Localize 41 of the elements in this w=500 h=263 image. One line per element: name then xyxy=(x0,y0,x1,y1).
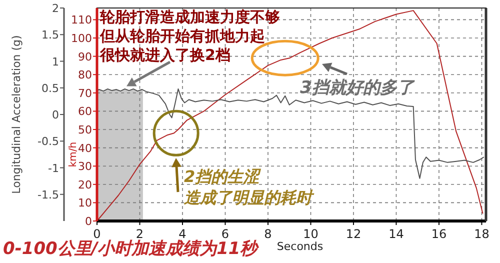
y-tick-label: 70 xyxy=(78,86,92,100)
y-axis-title: km/h xyxy=(68,142,79,168)
y2-tick-label: 1 xyxy=(52,55,59,68)
y2-tick-label: 0 xyxy=(52,108,59,122)
y2-tick-label: -0.5 xyxy=(38,135,59,148)
y-tick-label: 90 xyxy=(78,50,92,64)
y-tick-label: 30 xyxy=(78,160,92,174)
x-tick-label: 6 xyxy=(221,227,230,241)
annotation: 但从轮胎开始有抓地力起 xyxy=(99,27,265,45)
text: 0-100公里/小时加速成绩为11秒 xyxy=(3,239,260,259)
y-tick-label: 10 xyxy=(78,196,92,210)
x-tick-label: 2 xyxy=(136,227,144,241)
x-tick-label: 12 xyxy=(346,227,362,241)
x-tick-label: 10 xyxy=(303,227,318,241)
y-tick-label: 80 xyxy=(78,68,92,82)
y2-tick-label: -1 xyxy=(48,162,59,175)
x-tick-label: 4 xyxy=(178,227,186,241)
y-tick-label: 50 xyxy=(78,124,92,137)
annotation: 轮胎打滑造成加速力度不够 xyxy=(99,8,280,26)
y2-tick-label: -1.5 xyxy=(38,188,59,202)
y2-axis-title: Longitudinal Acceleration (g) xyxy=(10,35,23,194)
y2-tick-label: 2 xyxy=(52,2,59,15)
y2-tick-label: 0.5 xyxy=(42,82,59,95)
annotation: 3挡就好的多了 xyxy=(300,78,415,98)
x-axis-title: Seconds xyxy=(276,240,324,253)
y-tick-label: 20 xyxy=(78,178,92,192)
x-tick-label: 14 xyxy=(388,227,404,241)
y-tick-label: 40 xyxy=(78,142,92,155)
x-tick-label: 18 xyxy=(474,227,490,241)
x-tick-label: 16 xyxy=(431,227,447,241)
annotation: 很快就进入了换2档 xyxy=(99,46,230,64)
y-tick-label: 0 xyxy=(85,215,92,228)
annotation: 2挡的生涩 xyxy=(184,167,262,186)
y-tick-label: 100 xyxy=(71,32,92,46)
x-tick-label: 8 xyxy=(264,227,272,241)
line-series xyxy=(96,10,484,222)
y-tick-label: 60 xyxy=(78,105,92,118)
annotation: 造成了明显的耗时 xyxy=(183,188,315,207)
y-tick-label: 110 xyxy=(71,14,92,27)
y2-tick-label: 1.5 xyxy=(42,28,59,42)
x-tick-label: 0 xyxy=(93,227,101,241)
